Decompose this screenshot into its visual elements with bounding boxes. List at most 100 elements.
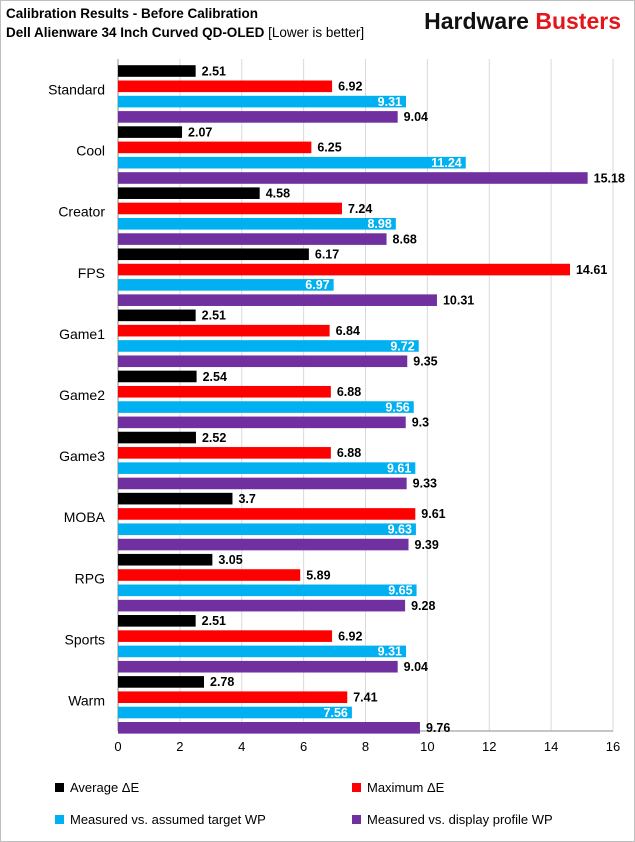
bar-profile_wp — [118, 294, 437, 306]
bar-target_wp — [118, 401, 414, 413]
bar-average — [118, 615, 196, 627]
bar-target_wp — [118, 217, 396, 230]
data-label-average: 2.51 — [202, 309, 226, 323]
bar-target_wp — [118, 706, 352, 719]
bar-profile_wp — [118, 233, 387, 245]
data-label-target_wp: 9.63 — [388, 523, 412, 537]
bar-target_wp — [118, 156, 466, 169]
bar-maximum — [118, 202, 342, 215]
data-label-profile_wp: 8.68 — [393, 232, 417, 246]
bar-profile_wp — [118, 722, 420, 734]
bar-maximum — [118, 630, 333, 642]
category-label: RPG — [75, 570, 105, 586]
brand-logo-part1: Hardware — [424, 8, 529, 34]
bar-average — [118, 370, 197, 383]
data-label-profile_wp: 9.39 — [415, 538, 439, 552]
chart-subtitle-main: Dell Alienware 34 Inch Curved QD-OLED — [6, 25, 265, 40]
data-label-average: 2.54 — [203, 370, 227, 384]
bar-target_wp — [118, 462, 416, 474]
data-label-profile_wp: 9.35 — [413, 355, 437, 369]
chart-subtitle-note: [Lower is better] — [268, 25, 365, 40]
chart-title: Calibration Results - Before Calibration — [6, 6, 259, 21]
data-label-maximum: 7.24 — [348, 202, 372, 216]
bar-average — [118, 65, 196, 77]
brand-logo-part2: Busters — [535, 8, 621, 34]
data-label-maximum: 5.89 — [306, 568, 330, 582]
bar-profile_wp — [118, 599, 406, 612]
data-label-maximum: 6.92 — [338, 629, 362, 643]
data-label-maximum: 6.84 — [336, 324, 360, 338]
x-tick-label: 8 — [362, 739, 369, 754]
bar-maximum — [118, 569, 301, 581]
data-label-target_wp: 6.97 — [305, 278, 329, 292]
brand-logo: Hardware Busters — [424, 8, 621, 35]
data-label-average: 2.51 — [202, 614, 226, 628]
bar-maximum — [118, 691, 348, 704]
bar-target_wp — [118, 584, 417, 597]
data-label-maximum: 14.61 — [576, 263, 607, 277]
data-label-average: 2.51 — [202, 64, 226, 78]
bar-target_wp — [118, 340, 419, 352]
bar-average — [118, 431, 196, 444]
bar-average — [118, 492, 233, 505]
data-label-target_wp: 9.61 — [387, 461, 411, 475]
category-label: Game2 — [59, 387, 105, 403]
bar-average — [118, 676, 205, 688]
data-label-profile_wp: 9.76 — [426, 721, 450, 735]
data-label-profile_wp: 9.33 — [413, 477, 437, 491]
bar-maximum — [118, 508, 416, 520]
data-label-average: 4.58 — [266, 186, 290, 200]
bar-maximum — [118, 263, 570, 276]
bar-maximum — [118, 324, 330, 337]
bar-target_wp — [118, 645, 407, 658]
category-label: FPS — [78, 265, 105, 281]
data-label-profile_wp: 9.3 — [412, 416, 429, 430]
bar-profile_wp — [118, 538, 409, 551]
data-label-maximum: 6.25 — [317, 141, 341, 155]
bar-maximum — [118, 80, 333, 93]
bar-profile_wp — [118, 111, 398, 123]
data-label-profile_wp: 9.04 — [404, 110, 428, 124]
bar-maximum — [118, 141, 312, 154]
data-label-maximum: 6.88 — [337, 446, 361, 460]
x-tick-label: 10 — [420, 739, 434, 754]
category-label: Game3 — [59, 448, 105, 464]
data-label-average: 3.7 — [238, 492, 255, 506]
category-label: Sports — [65, 631, 105, 647]
data-label-average: 6.17 — [315, 248, 339, 262]
bar-target_wp — [118, 95, 407, 108]
data-label-profile_wp: 10.31 — [443, 293, 474, 307]
x-tick-label: 16 — [606, 739, 620, 754]
x-tick-label: 0 — [114, 739, 121, 754]
x-tick-label: 12 — [482, 739, 496, 754]
data-label-target_wp: 9.31 — [378, 95, 402, 109]
data-label-maximum: 6.88 — [337, 385, 361, 399]
data-label-maximum: 7.41 — [353, 691, 377, 705]
data-label-average: 2.78 — [210, 675, 234, 689]
data-label-maximum: 9.61 — [421, 507, 445, 521]
data-label-target_wp: 9.65 — [388, 584, 412, 598]
category-label: Cool — [76, 143, 105, 159]
data-label-profile_wp: 15.18 — [594, 171, 625, 185]
category-label: MOBA — [64, 509, 106, 525]
x-tick-label: 4 — [238, 739, 245, 754]
x-tick-label: 2 — [176, 739, 183, 754]
category-label: Creator — [58, 204, 105, 220]
data-label-target_wp: 11.24 — [431, 156, 462, 170]
data-label-profile_wp: 9.28 — [411, 599, 435, 613]
bar-average — [118, 309, 196, 322]
x-tick-label: 6 — [300, 739, 307, 754]
bar-maximum — [118, 447, 331, 459]
bar-profile_wp — [118, 172, 588, 184]
data-label-target_wp: 9.72 — [390, 339, 414, 353]
data-label-average: 3.05 — [218, 553, 242, 567]
data-label-average: 2.07 — [188, 125, 212, 139]
bar-maximum — [118, 385, 331, 398]
bar-profile_wp — [118, 477, 407, 490]
data-label-profile_wp: 9.04 — [404, 660, 428, 674]
data-label-target_wp: 9.31 — [378, 645, 402, 659]
bar-profile_wp — [118, 660, 398, 673]
chart-subtitle: Dell Alienware 34 Inch Curved QD-OLED [L… — [6, 25, 364, 40]
bar-profile_wp — [118, 416, 406, 429]
data-label-target_wp: 9.56 — [385, 400, 409, 414]
